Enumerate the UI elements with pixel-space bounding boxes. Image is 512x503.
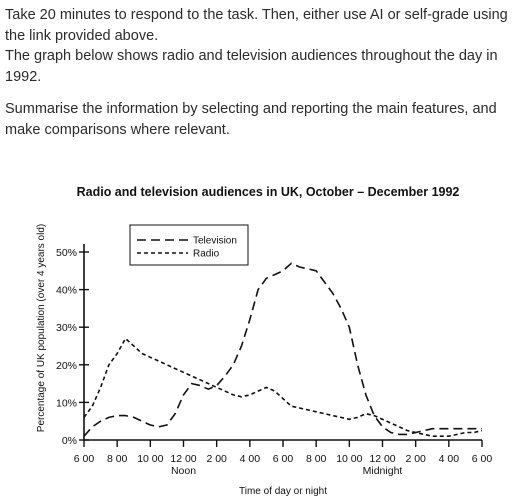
y-tick-label: 20% — [56, 360, 77, 372]
x-tick-label: 12 00 — [170, 453, 196, 465]
x-axis-label: Time of day or night — [239, 486, 327, 497]
y-tick-label: 50% — [56, 247, 77, 259]
chart-legend: Television Radio — [129, 224, 249, 266]
y-tick-label: 30% — [56, 322, 77, 334]
line-chart: Radio and television audiences in UK, Oc… — [36, 185, 492, 497]
summary-text: Summarise the information by selecting a… — [5, 101, 497, 138]
x-tick-label: 10 00 — [137, 453, 163, 465]
x-tick-label: 6 00 — [472, 453, 493, 465]
x-sublabel: Midnight — [363, 465, 403, 477]
task-text: Take 20 minutes to respond to the task. … — [5, 5, 509, 140]
x-sublabel: Noon — [171, 465, 196, 477]
chart-axes: 0% 10% 20% 30% 40% 50% 6 00 8 00 10 00 12 00 2 00 4… — [56, 244, 492, 477]
y-tick-label: 10% — [56, 397, 77, 409]
y-tick-label: 40% — [56, 285, 77, 297]
x-tick-label: 10 00 — [336, 453, 362, 465]
x-tick-label: 12 00 — [369, 453, 395, 465]
series-line-television — [83, 262, 482, 437]
y-axis-label: Percentage of UK population (over 4 year… — [36, 224, 47, 432]
legend-label: Television — [193, 236, 237, 247]
chart-series — [83, 262, 483, 438]
prompt-text: The graph below shows radio and televisi… — [5, 48, 498, 85]
legend-label: Radio — [193, 249, 220, 260]
instructions-text: Take 20 minutes to respond to the task. … — [5, 7, 508, 44]
x-tick-label: 8 00 — [107, 453, 128, 465]
x-tick-label: 2 00 — [405, 453, 426, 465]
x-tick-label: 6 00 — [273, 453, 294, 465]
x-tick-label: 2 00 — [206, 453, 227, 465]
x-tick-label: 6 00 — [74, 453, 95, 465]
x-tick-label: 4 00 — [439, 453, 460, 465]
y-tick-label: 0% — [62, 435, 77, 447]
chart-title: Radio and television audiences in UK, Oc… — [77, 185, 460, 199]
legend-box — [129, 224, 249, 266]
x-tick-label: 4 00 — [240, 453, 261, 465]
x-tick-label: 8 00 — [306, 453, 327, 465]
series-line-radio — [83, 337, 483, 438]
